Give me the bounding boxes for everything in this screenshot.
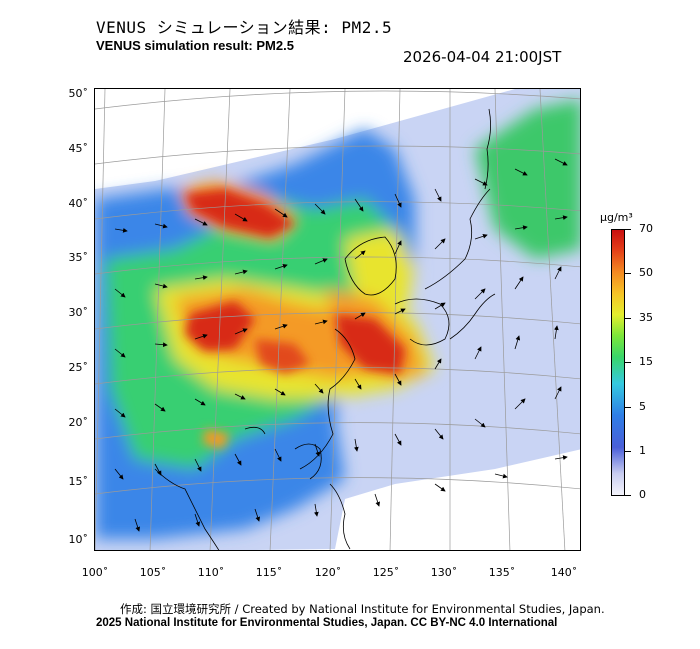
colorbar-tickmark: [625, 451, 631, 452]
lon-label-140: 140˚: [550, 566, 578, 579]
lon-label-100: 100˚: [81, 566, 109, 579]
lon-label-115: 115˚: [255, 566, 283, 579]
lat-label-10: 10˚: [68, 533, 89, 546]
lat-label-20: 20˚: [68, 416, 89, 429]
lon-label-120: 120˚: [314, 566, 342, 579]
wind-vectors: [114, 158, 568, 532]
lat-label-40: 40˚: [68, 197, 89, 210]
lat-label-50: 50˚: [68, 87, 89, 100]
colorbar-tickmark: [625, 273, 631, 274]
colorbar-tick-5: 5: [639, 400, 646, 413]
coastlines: [154, 108, 496, 550]
lat-label-15: 15˚: [68, 475, 89, 488]
lon-label-105: 105˚: [139, 566, 167, 579]
colorbar-tickmark: [625, 407, 631, 408]
colorbar-unit: μg/m³: [600, 211, 633, 224]
colorbar: [611, 229, 625, 496]
lat-label-35: 35˚: [68, 251, 89, 264]
lat-label-45: 45˚: [68, 142, 89, 155]
title-english: VENUS simulation result: PM2.5: [96, 38, 294, 53]
concentration-field: [95, 89, 580, 550]
credit-text: 作成: 国立環境研究所 / Created by National Instit…: [120, 602, 605, 616]
colorbar-tick-1: 1: [639, 444, 646, 457]
colorbar-tick-35: 35: [639, 311, 653, 324]
colorbar-tick-15: 15: [639, 355, 653, 368]
lat-label-30: 30˚: [68, 306, 89, 319]
title-japanese: VENUS シミュレーション結果: PM2.5: [96, 18, 393, 37]
colorbar-tickmark: [625, 362, 631, 363]
lon-label-125: 125˚: [372, 566, 400, 579]
lon-label-135: 135˚: [488, 566, 516, 579]
map-canvas: [95, 89, 580, 550]
colorbar-tickmark: [625, 495, 631, 496]
lon-label-110: 110˚: [197, 566, 225, 579]
pm25-map: [94, 88, 581, 551]
license-text: 2025 National Institute for Environmenta…: [96, 617, 558, 629]
lon-label-130: 130˚: [430, 566, 458, 579]
lat-label-25: 25˚: [68, 361, 89, 374]
colorbar-tick-50: 50: [639, 266, 653, 279]
graticule: [95, 89, 580, 550]
timestamp: 2026-04-04 21:00JST: [403, 48, 562, 66]
colorbar-tickmark: [625, 318, 631, 319]
colorbar-tick-0: 0: [639, 488, 646, 501]
colorbar-tick-70: 70: [639, 222, 653, 235]
colorbar-tickmark: [625, 229, 631, 230]
